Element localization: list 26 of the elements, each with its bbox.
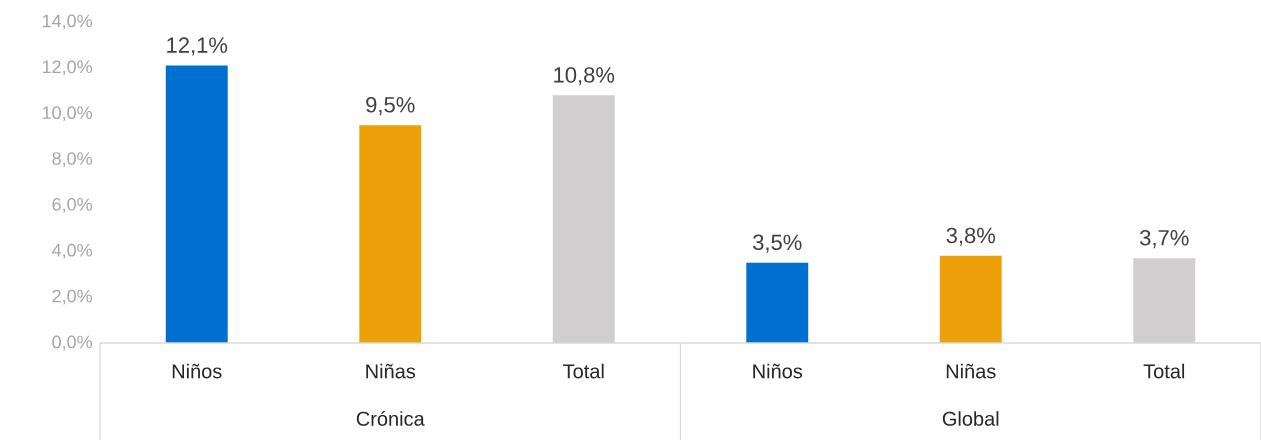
x-tick-label: Total <box>1143 363 1185 379</box>
y-tick-label: 2,0% <box>52 289 92 305</box>
y-tick-label: 12,0% <box>42 60 92 76</box>
bar <box>165 65 228 343</box>
bar <box>746 262 809 343</box>
y-tick-label: 8,0% <box>52 152 92 168</box>
y-tick-label: 6,0% <box>52 197 92 213</box>
data-label: 3,8% <box>946 227 996 246</box>
bar <box>359 125 422 343</box>
y-tick-label: 14,0% <box>42 14 92 30</box>
y-tick-label: 0,0% <box>52 335 92 351</box>
data-label: 3,5% <box>753 234 802 253</box>
x-tick-label: Niñas <box>366 363 416 379</box>
text: Global <box>942 411 999 426</box>
x-tick-label: Total <box>563 363 604 379</box>
x-tick-label: Niños <box>172 363 222 379</box>
data-label: 3,7% <box>1140 229 1189 249</box>
y-tick-label: 4,0% <box>52 243 92 259</box>
data-label: 10,8% <box>554 67 615 86</box>
x-tick-label: Niñas <box>946 363 996 379</box>
data-label: 9,5% <box>366 96 415 116</box>
y-tick-label: 10,0% <box>42 106 92 122</box>
bar <box>939 255 1002 343</box>
x-tick-label: Niños <box>753 363 803 379</box>
text: Crónica <box>356 410 425 426</box>
data-label: 12,1% <box>167 37 228 56</box>
